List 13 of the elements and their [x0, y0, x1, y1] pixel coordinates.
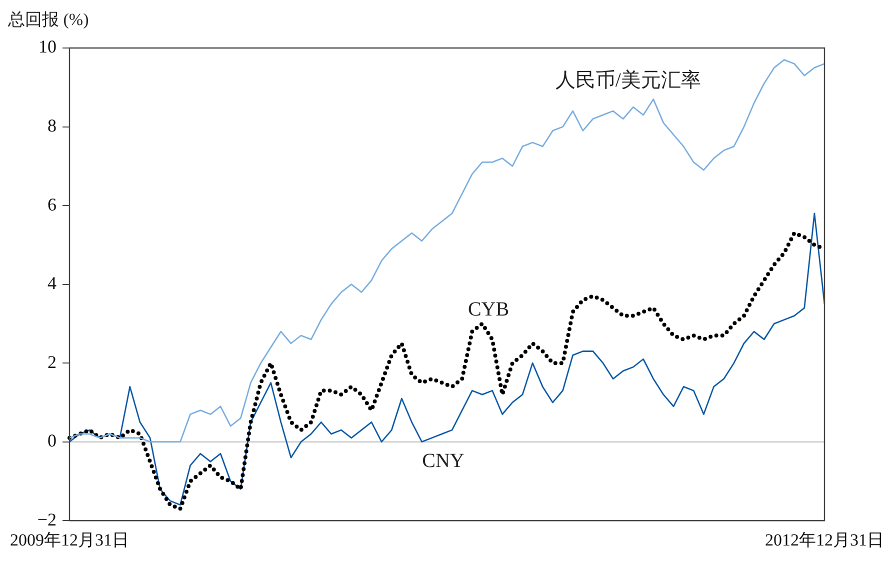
- y-axis-title: 总回报 (%): [8, 9, 89, 31]
- y-tick-label: 6: [48, 194, 56, 214]
- y-tick-label: 2: [48, 352, 56, 372]
- x-tick-label: 2009年12月31日: [10, 530, 129, 550]
- y-tick-label: 4: [48, 273, 56, 294]
- series-label: CYB: [468, 298, 510, 321]
- y-tick-label: −2: [37, 509, 56, 530]
- y-tick-label: 0: [48, 430, 56, 451]
- y-tick-label: 8: [48, 116, 56, 136]
- y-tick-label: 10: [38, 36, 56, 57]
- series-label: 人民币/美元汇率: [555, 68, 701, 92]
- x-tick-label: 2012年12月31日: [765, 530, 884, 550]
- series-label: CNY: [422, 450, 464, 472]
